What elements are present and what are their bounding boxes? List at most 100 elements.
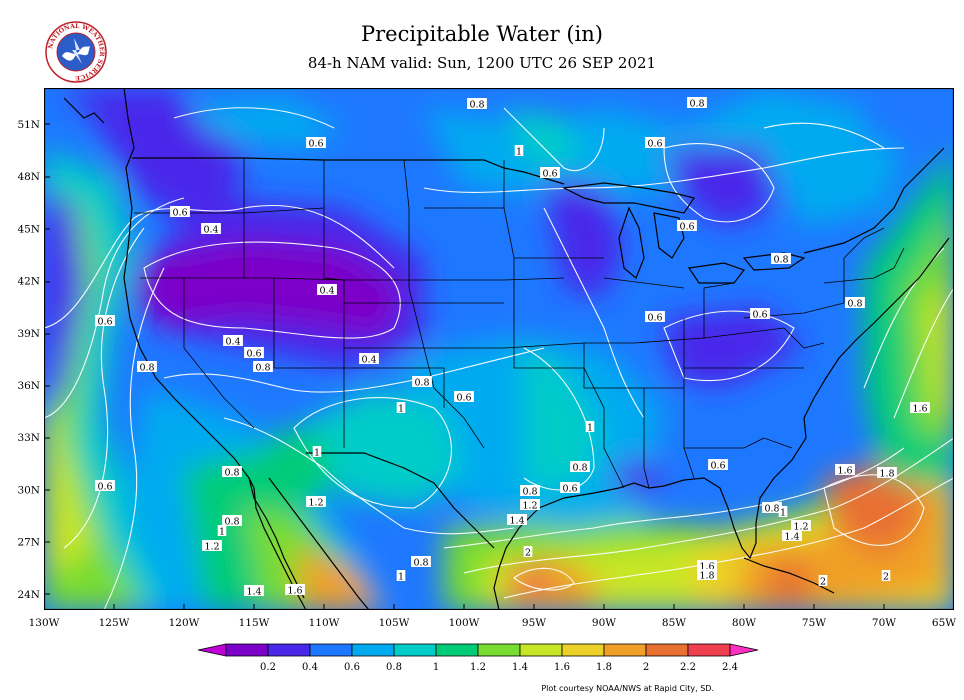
contour-label: 0.6 [645,137,665,150]
contour-label: 1 [514,145,524,158]
lon-label: 80W [732,617,756,629]
colorbar-label: 1.8 [596,662,612,673]
contour-label: 0.8 [771,253,791,266]
contour-label: 0.8 [253,361,273,374]
svg-text:0.8: 0.8 [689,99,704,110]
colorbar-segment [603,643,647,657]
svg-text:1.6: 1.6 [287,586,302,597]
svg-text:0.8: 0.8 [764,504,779,515]
svg-text:0.6: 0.6 [542,169,557,180]
contour-label: 0.6 [677,220,697,233]
contour-label: 0.6 [540,167,560,180]
svg-text:1: 1 [398,572,404,583]
svg-text:1: 1 [219,527,225,538]
svg-text:1.8: 1.8 [699,571,714,582]
contour-label: 0.6 [750,308,770,321]
lon-label: 95W [522,617,546,629]
colorbar-label: 2.2 [680,662,696,673]
contour-label: 0.6 [170,206,190,219]
colorbar-segment [435,643,479,657]
contour-label: 0.8 [762,502,782,515]
svg-text:0.8: 0.8 [773,255,788,266]
contour-label: 0.8 [520,485,540,498]
contour-label: 0.4 [201,223,221,236]
colorbar-segment [225,643,269,657]
svg-text:0.8: 0.8 [224,517,239,528]
contour-label: 0.8 [222,466,242,479]
contour-label: 0.6 [560,482,580,495]
colorbar-segment [561,643,605,657]
contour-label: 0.6 [454,391,474,404]
lon-label: 105W [379,617,410,629]
svg-text:0.4: 0.4 [361,355,376,366]
contour-label: 1.2 [202,540,222,553]
lon-label: 70W [872,617,896,629]
colorbar-label: 2 [643,662,649,673]
contour-label: 0.8 [411,556,431,569]
contour-label: 1 [396,570,406,583]
svg-text:1: 1 [780,508,786,519]
svg-text:1.4: 1.4 [509,516,524,527]
contour-label: 0.6 [306,137,326,150]
contour-label: 1.6 [285,584,305,597]
svg-text:0.4: 0.4 [203,225,218,236]
lat-label: 51N [17,119,40,131]
lon-label: 125W [99,617,130,629]
precipitable-water-map: 0.8 0.810.6 0.60.60.60.4 0.60.80.40.80.6 0.6… [44,88,954,610]
contour-label: 1 [396,402,406,415]
svg-text:0.8: 0.8 [469,100,484,111]
contour-label: 1.8 [877,467,897,480]
svg-text:0.6: 0.6 [562,484,577,495]
svg-text:1.6: 1.6 [912,404,927,415]
contour-label: 1.2 [306,496,326,509]
contour-label: 0.8 [570,461,590,474]
nws-logo: NATIONAL WEATHER SERVICE [45,21,107,83]
svg-text:0.8: 0.8 [572,463,587,474]
lon-label: 75W [802,617,826,629]
colorbar-label: 0.6 [344,662,360,673]
svg-text:1.2: 1.2 [308,498,323,509]
colorbar-segment [477,643,521,657]
contour-label: 1.6 [835,464,855,477]
svg-text:1: 1 [398,404,404,415]
colorbar-segment [519,643,563,657]
lon-label: 120W [169,617,200,629]
colorbar-segment [645,643,689,657]
lon-label: 115W [239,617,270,629]
svg-text:1.2: 1.2 [793,522,808,533]
svg-text:0.4: 0.4 [225,337,240,348]
contour-label: 1.8 [697,569,717,582]
svg-text:1: 1 [516,147,522,158]
svg-text:0.6: 0.6 [308,139,323,150]
contour-label: 1 [312,446,322,459]
colorbar-label: 1.4 [512,662,528,673]
contour-label: 0.4 [223,335,243,348]
colorbar-label: 0.2 [260,662,276,673]
contour-label: 1 [778,506,788,519]
colorbar-segment [351,643,395,657]
contour-label: 1.6 [910,402,930,415]
svg-text:0.8: 0.8 [413,558,428,569]
svg-text:1.4: 1.4 [784,532,799,543]
lat-label: 45N [17,223,40,235]
contour-label: 0.8 [412,376,432,389]
contour-label: 0.8 [467,98,487,111]
svg-text:1.4: 1.4 [246,587,261,598]
colorbar-label: 0.4 [302,662,318,673]
contour-label: 1.4 [782,530,802,543]
plot-credit: Plot courtesy NOAA/NWS at Rapid City, SD… [541,684,714,693]
contour-label: 0.6 [645,311,665,324]
contour-label: 1.4 [507,514,527,527]
latitude-axis: 51N 48N 45N 42N 39N 36N 33N 30N 27N 24N [17,119,40,601]
contour-label: 1.2 [520,499,540,512]
contour-label: 0.6 [95,480,115,493]
svg-text:1.8: 1.8 [879,469,894,480]
lat-label: 48N [17,171,40,183]
contour-label: 0.6 [95,315,115,328]
svg-text:1: 1 [587,423,593,434]
contour-label: 0.8 [845,297,865,310]
svg-text:0.8: 0.8 [255,363,270,374]
colorbar-segment [393,643,437,657]
svg-text:2: 2 [883,572,889,583]
colorbar-segment [687,643,731,657]
